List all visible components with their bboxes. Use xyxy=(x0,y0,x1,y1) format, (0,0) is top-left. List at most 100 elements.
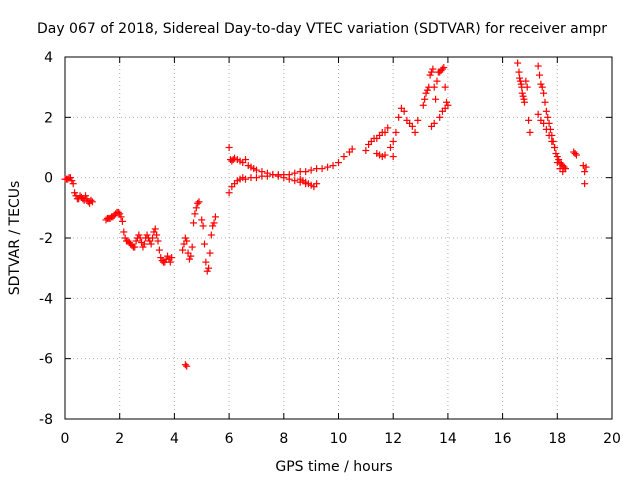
data-point xyxy=(211,213,219,221)
data-point xyxy=(87,196,95,204)
data-point xyxy=(192,204,200,212)
data-point xyxy=(544,113,552,121)
data-point xyxy=(572,151,580,159)
data-point xyxy=(179,246,187,254)
data-point xyxy=(151,225,159,233)
data-point xyxy=(313,180,321,188)
y-tick-label: 4 xyxy=(44,50,53,66)
data-point xyxy=(430,83,438,91)
data-point xyxy=(307,166,315,174)
data-point xyxy=(114,208,122,216)
data-point xyxy=(147,240,155,248)
data-point xyxy=(441,83,449,91)
data-point xyxy=(381,128,389,136)
data-point xyxy=(392,128,400,136)
data-point xyxy=(191,210,199,218)
data-point xyxy=(551,144,559,151)
x-tick-label: 2 xyxy=(115,431,124,447)
x-tick-label: 12 xyxy=(384,431,402,447)
data-point xyxy=(571,150,579,158)
data-point xyxy=(518,89,526,97)
data-point xyxy=(362,147,370,155)
data-point xyxy=(421,95,429,103)
data-point xyxy=(433,77,441,85)
data-point xyxy=(389,137,397,145)
data-point xyxy=(185,255,193,263)
x-tick-label: 14 xyxy=(439,431,457,447)
data-point xyxy=(537,80,545,88)
data-point xyxy=(157,254,165,262)
data-point xyxy=(302,168,310,176)
data-point xyxy=(154,237,162,245)
data-point xyxy=(400,107,408,115)
data-point xyxy=(430,119,438,127)
data-point xyxy=(438,65,446,73)
x-tick-label: 6 xyxy=(225,431,234,447)
data-point xyxy=(408,122,416,130)
data-point xyxy=(120,228,128,236)
data-point xyxy=(555,156,563,164)
data-point xyxy=(427,68,435,76)
data-point xyxy=(168,254,176,262)
data-point xyxy=(581,168,589,176)
data-point xyxy=(536,71,544,79)
data-point xyxy=(523,83,531,91)
data-point xyxy=(82,192,90,200)
data-point xyxy=(560,163,568,171)
data-point xyxy=(514,59,522,67)
data-point xyxy=(426,71,434,79)
y-tick-label: 0 xyxy=(44,171,53,187)
data-point xyxy=(190,219,198,227)
data-point xyxy=(422,89,430,97)
data-point xyxy=(135,231,143,239)
data-point xyxy=(242,156,250,164)
x-tick-label: 18 xyxy=(548,431,566,447)
data-point xyxy=(519,92,527,100)
data-point xyxy=(520,98,528,106)
data-point xyxy=(143,231,151,239)
data-point xyxy=(381,151,389,159)
y-tick-label: -6 xyxy=(39,352,53,368)
data-point xyxy=(541,98,549,106)
data-point xyxy=(419,101,427,109)
data-point xyxy=(252,166,260,174)
y-tick-label: 2 xyxy=(44,110,53,126)
data-point xyxy=(242,175,250,183)
data-point xyxy=(252,174,260,182)
data-point xyxy=(206,249,214,257)
data-point xyxy=(384,124,392,132)
data-point xyxy=(199,222,207,230)
data-point xyxy=(183,362,191,370)
data-point xyxy=(118,217,126,225)
data-point xyxy=(200,240,208,248)
data-point xyxy=(540,119,548,127)
data-point xyxy=(203,267,211,275)
data-point xyxy=(155,246,163,254)
data-point xyxy=(581,180,589,188)
data-point xyxy=(559,168,567,176)
x-tick-label: 20 xyxy=(603,431,621,447)
data-point xyxy=(209,222,217,230)
data-point xyxy=(195,198,203,206)
data-point xyxy=(149,234,157,242)
data-point xyxy=(69,180,77,188)
data-point xyxy=(429,65,437,73)
data-point xyxy=(291,169,299,177)
data-point xyxy=(553,153,561,161)
data-point xyxy=(552,150,560,158)
data-point xyxy=(538,83,546,91)
data-point xyxy=(525,116,533,124)
data-point xyxy=(534,62,542,70)
y-tick-label: -4 xyxy=(39,291,53,307)
data-point xyxy=(540,89,548,97)
data-point xyxy=(132,237,140,245)
data-point xyxy=(181,361,189,369)
x-tick-labels: 0 2 4 6 8 10 12 14 16 18 20 xyxy=(61,431,621,447)
y-tick-label: -2 xyxy=(39,231,53,247)
data-point xyxy=(83,195,91,203)
data-point xyxy=(88,198,96,206)
y-tick-label: -8 xyxy=(39,412,53,428)
chart-title: Day 067 of 2018, Sidereal Day-to-day VTE… xyxy=(37,21,607,37)
y-tick-labels: -8 -6 -4 -2 0 2 4 xyxy=(39,50,53,428)
